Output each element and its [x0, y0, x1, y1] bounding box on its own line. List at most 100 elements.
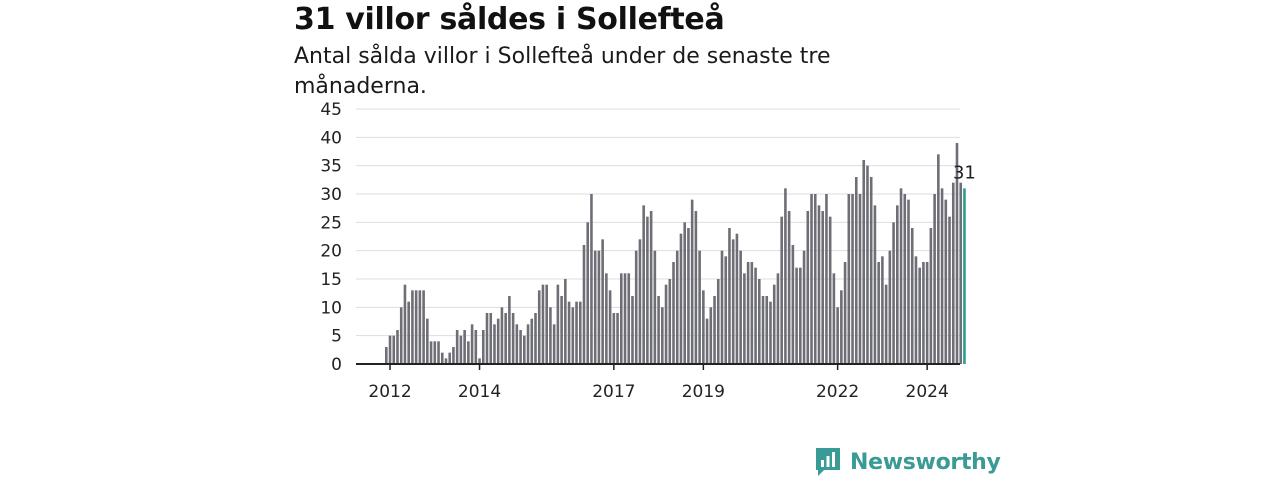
bar	[881, 256, 884, 364]
bar	[907, 199, 910, 364]
bar	[541, 284, 545, 364]
bar	[791, 245, 795, 364]
bar	[578, 301, 582, 364]
x-tick-label: 2014	[458, 382, 501, 402]
bar	[526, 324, 530, 364]
bar	[780, 216, 783, 364]
bar	[455, 330, 459, 364]
bar	[821, 211, 825, 364]
bar	[948, 216, 951, 364]
bar	[918, 267, 921, 364]
bar	[638, 239, 642, 364]
bar	[731, 239, 735, 364]
x-tick-label: 2024	[906, 382, 949, 402]
bar	[937, 154, 940, 364]
bar	[802, 250, 806, 364]
bar	[552, 324, 556, 364]
bar	[452, 347, 455, 364]
bar	[959, 182, 963, 364]
brand-name: Newsworthy	[850, 449, 1001, 475]
bar	[616, 313, 619, 364]
bar	[862, 160, 866, 364]
bar	[556, 284, 560, 364]
bar	[586, 222, 590, 364]
bar	[392, 335, 396, 364]
bar	[825, 194, 828, 364]
bar	[593, 250, 597, 364]
bar	[444, 358, 448, 364]
chart-title: 31 villor såldes i Sollefteå	[294, 2, 725, 37]
bar	[549, 307, 552, 364]
bar	[925, 262, 929, 364]
bar	[474, 330, 478, 364]
bar	[575, 301, 578, 364]
bar	[929, 228, 933, 364]
bar	[687, 228, 690, 364]
bar	[690, 199, 694, 364]
bar	[784, 188, 787, 364]
bar	[769, 301, 772, 364]
bar	[649, 211, 653, 364]
bar	[698, 250, 701, 364]
bar	[560, 296, 563, 364]
y-axis: 0 5 10 15 20 25 30 35 40 45	[320, 100, 342, 375]
bar	[884, 284, 888, 364]
bar	[795, 267, 798, 364]
bar	[597, 250, 601, 364]
bar	[564, 279, 567, 364]
bar	[489, 313, 493, 364]
bar	[463, 330, 466, 364]
bar	[467, 341, 470, 364]
bar	[914, 256, 918, 364]
bar	[653, 250, 657, 364]
bar	[776, 273, 780, 364]
bar	[758, 279, 761, 364]
x-tick-label: 2012	[368, 382, 411, 402]
newsworthy-chart-icon	[816, 448, 840, 476]
x-tick-label: 2017	[592, 382, 635, 402]
bar	[485, 313, 489, 364]
bar	[657, 296, 660, 364]
bar	[892, 222, 895, 364]
bar	[429, 341, 433, 364]
bar	[385, 347, 388, 364]
x-axis: 2012 2014 2017 2019 2022 2024	[356, 363, 960, 402]
newsworthy-logo: Newsworthy	[814, 446, 1001, 478]
bar-highlight	[963, 188, 966, 364]
bar	[496, 318, 500, 364]
bar	[601, 239, 604, 364]
bar	[746, 262, 750, 364]
bar	[806, 211, 810, 364]
bar	[679, 233, 683, 364]
bar	[858, 194, 862, 364]
y-tick-label: 10	[320, 298, 342, 318]
bar	[605, 273, 608, 364]
bar	[754, 267, 757, 364]
bars	[385, 143, 966, 364]
bar	[530, 318, 534, 364]
bar	[523, 335, 526, 364]
bar	[720, 250, 724, 364]
bar	[843, 262, 847, 364]
bar	[832, 273, 836, 364]
bar	[743, 273, 746, 364]
bar	[750, 262, 754, 364]
bar	[411, 290, 414, 364]
bar	[817, 205, 821, 364]
bar	[728, 228, 731, 364]
bar	[869, 177, 873, 364]
bar	[590, 194, 593, 364]
bar	[810, 194, 813, 364]
bar	[571, 307, 575, 364]
bar	[813, 194, 817, 364]
bar	[470, 324, 474, 364]
bar	[851, 194, 854, 364]
y-tick-label: 15	[320, 270, 342, 290]
y-tick-label: 25	[320, 213, 342, 233]
bar	[739, 250, 742, 364]
bar	[631, 296, 634, 364]
bar	[646, 216, 649, 364]
bar	[422, 290, 425, 364]
bar	[899, 188, 903, 364]
